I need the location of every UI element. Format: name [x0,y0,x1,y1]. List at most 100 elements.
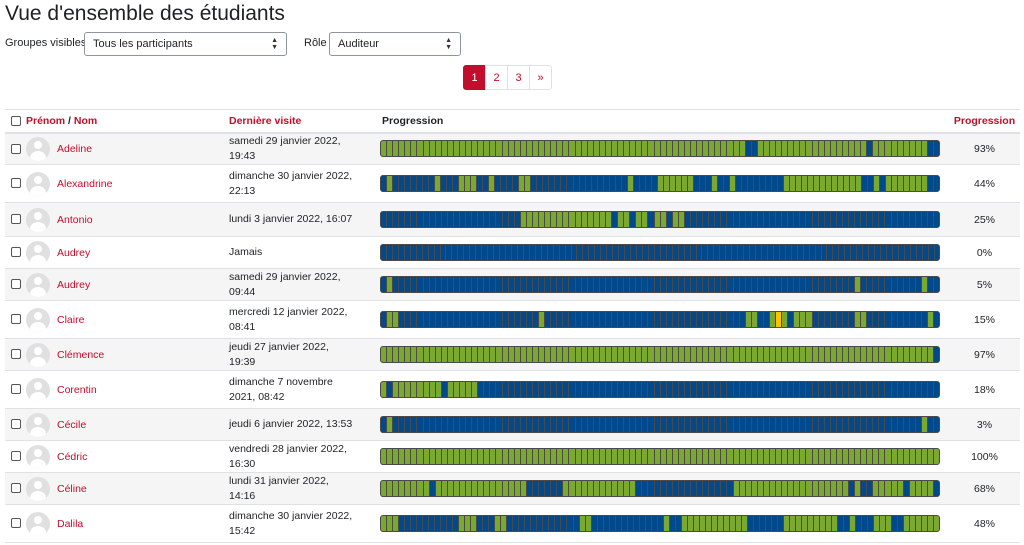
completed-activity-segment[interactable] [411,141,417,157]
incomplete-activity-segment[interactable] [759,176,765,191]
incomplete-activity-segment[interactable] [593,277,599,292]
incomplete-activity-segment[interactable] [399,212,405,227]
completed-activity-segment[interactable] [909,347,915,362]
completed-activity-segment[interactable] [393,516,399,531]
incomplete-activity-segment[interactable] [806,382,812,397]
incomplete-activity-segment[interactable] [619,245,625,260]
incomplete-activity-segment[interactable] [520,382,526,397]
completed-activity-segment[interactable] [508,481,514,496]
incomplete-activity-segment[interactable] [747,516,753,531]
incomplete-activity-segment[interactable] [891,212,897,227]
incomplete-activity-segment[interactable] [611,417,618,432]
incomplete-activity-segment[interactable] [563,417,569,432]
page-2-link[interactable]: 2 [485,65,508,90]
completed-activity-segment[interactable] [867,449,873,464]
incomplete-activity-segment[interactable] [453,277,460,292]
completed-activity-segment[interactable] [934,516,939,531]
completed-activity-segment[interactable] [663,176,669,191]
incomplete-activity-segment[interactable] [569,382,575,397]
completed-activity-segment[interactable] [850,176,856,191]
completed-activity-segment[interactable] [897,481,903,496]
completed-activity-segment[interactable] [776,141,782,157]
completed-activity-segment[interactable] [928,312,934,327]
next-page-link[interactable]: » [529,65,552,90]
incomplete-activity-segment[interactable] [526,481,532,496]
completed-activity-segment[interactable] [599,347,605,362]
incomplete-activity-segment[interactable] [855,382,861,397]
incomplete-activity-segment[interactable] [800,212,806,227]
incomplete-activity-segment[interactable] [575,382,581,397]
incomplete-activity-segment[interactable] [575,277,581,292]
completed-activity-segment[interactable] [465,176,471,191]
incomplete-activity-segment[interactable] [690,481,697,496]
completed-activity-segment[interactable] [735,516,741,531]
incomplete-activity-segment[interactable] [836,312,842,327]
completed-activity-segment[interactable] [745,312,751,327]
completed-activity-segment[interactable] [520,141,526,157]
completed-activity-segment[interactable] [928,516,934,531]
completed-activity-segment[interactable] [441,141,447,157]
incomplete-activity-segment[interactable] [502,277,508,292]
incomplete-activity-segment[interactable] [891,312,897,327]
incomplete-activity-segment[interactable] [429,481,435,496]
incomplete-activity-segment[interactable] [416,245,422,260]
completed-activity-segment[interactable] [545,347,551,362]
incomplete-activity-segment[interactable] [868,176,874,191]
completed-activity-segment[interactable] [844,176,850,191]
completed-activity-segment[interactable] [460,141,466,157]
completed-activity-segment[interactable] [472,449,478,464]
incomplete-activity-segment[interactable] [575,312,581,327]
incomplete-activity-segment[interactable] [545,417,551,432]
completed-activity-segment[interactable] [782,312,788,327]
incomplete-activity-segment[interactable] [561,176,567,191]
incomplete-activity-segment[interactable] [458,245,464,260]
completed-activity-segment[interactable] [729,516,735,531]
completed-activity-segment[interactable] [429,347,435,362]
incomplete-activity-segment[interactable] [483,176,489,191]
incomplete-activity-segment[interactable] [830,277,836,292]
incomplete-activity-segment[interactable] [631,245,636,260]
completed-activity-segment[interactable] [453,347,460,362]
incomplete-activity-segment[interactable] [776,382,782,397]
incomplete-activity-segment[interactable] [639,176,645,191]
page-1-link[interactable]: 1 [463,65,486,90]
completed-activity-segment[interactable] [916,176,922,191]
incomplete-activity-segment[interactable] [735,176,741,191]
completed-activity-segment[interactable] [636,212,642,227]
completed-activity-segment[interactable] [381,141,387,157]
incomplete-activity-segment[interactable] [897,212,903,227]
incomplete-activity-segment[interactable] [591,516,597,531]
incomplete-activity-segment[interactable] [867,417,873,432]
incomplete-activity-segment[interactable] [392,245,398,260]
incomplete-activity-segment[interactable] [563,312,569,327]
incomplete-activity-segment[interactable] [726,245,732,260]
incomplete-activity-segment[interactable] [921,382,928,397]
completed-activity-segment[interactable] [557,347,563,362]
completed-activity-segment[interactable] [836,141,842,157]
incomplete-activity-segment[interactable] [502,382,508,397]
completed-activity-segment[interactable] [502,141,508,157]
incomplete-activity-segment[interactable] [605,312,611,327]
completed-activity-segment[interactable] [478,449,484,464]
completed-activity-segment[interactable] [642,141,648,157]
incomplete-activity-segment[interactable] [697,212,703,227]
completed-activity-segment[interactable] [824,481,830,496]
completed-activity-segment[interactable] [928,347,934,362]
completed-activity-segment[interactable] [405,141,411,157]
incomplete-activity-segment[interactable] [569,312,575,327]
incomplete-activity-segment[interactable] [494,245,500,260]
incomplete-activity-segment[interactable] [873,382,879,397]
incomplete-activity-segment[interactable] [669,516,675,531]
incomplete-activity-segment[interactable] [453,417,460,432]
incomplete-activity-segment[interactable] [599,382,605,397]
completed-activity-segment[interactable] [411,382,417,397]
incomplete-activity-segment[interactable] [678,417,684,432]
completed-activity-segment[interactable] [636,141,642,157]
completed-activity-segment[interactable] [459,176,465,191]
incomplete-activity-segment[interactable] [381,212,387,227]
incomplete-activity-segment[interactable] [715,277,721,292]
completed-activity-segment[interactable] [934,449,939,464]
incomplete-activity-segment[interactable] [915,312,921,327]
completed-activity-segment[interactable] [794,481,800,496]
completed-activity-segment[interactable] [460,449,466,464]
